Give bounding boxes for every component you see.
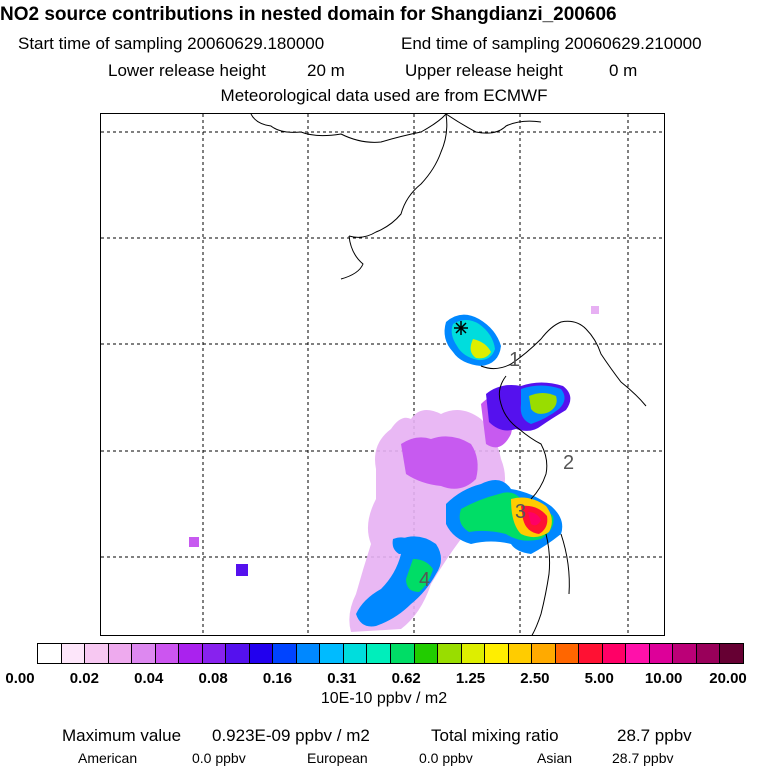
colorbar-swatch	[461, 644, 486, 663]
colorbar-swatch	[367, 644, 391, 663]
region-label-2: 2	[563, 452, 574, 474]
colorbar-swatch	[273, 644, 297, 663]
colorbar-swatch	[532, 644, 556, 663]
colorbar-swatch	[720, 644, 743, 663]
colorbar-swatch	[414, 644, 439, 663]
colorbar-tick-label: 1.25	[455, 670, 486, 687]
colorbar-tick-label: 0.16	[262, 670, 293, 687]
region-label-4: 4	[419, 569, 430, 591]
colorbar-swatch	[555, 644, 580, 663]
region-name-asian: Asian	[537, 750, 573, 766]
concentration-plume	[189, 306, 599, 632]
colorbar-swatch	[249, 644, 274, 663]
end-time: End time of sampling 20060629.210000	[401, 34, 702, 53]
colorbar-swatch	[626, 644, 650, 663]
colorbar-swatch	[485, 644, 509, 663]
release-height-line: Lower release height 20 m Upper release …	[0, 61, 768, 83]
colorbar-swatch	[85, 644, 109, 663]
colorbar-swatch	[108, 644, 133, 663]
region-label-3: 3	[515, 501, 526, 523]
map-panel: 1 2 3 4	[100, 113, 665, 636]
colorbar-swatch	[508, 644, 533, 663]
colorbar-tick-label: 2.50	[520, 670, 550, 687]
colorbar-tick-label: 0.04	[134, 670, 164, 687]
colorbar-tick-label: 0.02	[69, 670, 99, 687]
lower-release-value: 20 m	[307, 61, 345, 80]
colorbar-ticks: 0.00 0.02 0.04 0.08 0.16 0.31 0.62 1.25 2.50 5.00…	[0, 670, 768, 690]
colorbar-tick-label: 0.62	[391, 670, 421, 687]
region-value-american: 0.0 ppbv	[192, 750, 246, 766]
colorbar-swatch	[673, 644, 697, 663]
lower-release-label: Lower release height	[108, 61, 266, 80]
met-data-text: Meteorological data used are from ECMWF	[220, 86, 548, 105]
colorbar-swatch	[343, 644, 368, 663]
colorbar-swatch	[320, 644, 344, 663]
colorbar-swatch	[202, 644, 227, 663]
colorbar-swatch	[602, 644, 627, 663]
map-canvas: 1 2 3 4	[101, 114, 664, 635]
colorbar-swatch	[649, 644, 674, 663]
colorbar-tick-label: 0.00	[5, 670, 35, 687]
colorbar-swatch	[38, 644, 62, 663]
region-label-1: 1	[509, 349, 520, 371]
colorbar-tick-label: 0.08	[198, 670, 228, 687]
colorbar-swatch	[696, 644, 721, 663]
colorbar-swatch	[390, 644, 415, 663]
upper-release-value: 0 m	[609, 61, 638, 80]
colorbar-swatch	[296, 644, 321, 663]
region-name-american: American	[78, 750, 138, 766]
colorbar	[37, 643, 744, 664]
colorbar-units: 10E-10 ppbv / m2	[320, 690, 448, 707]
colorbar-swatch	[226, 644, 250, 663]
met-data-line: Meteorological data used are from ECMWF	[0, 86, 768, 106]
colorbar-tick-label: 0.31	[327, 670, 357, 687]
colorbar-swatch	[61, 644, 86, 663]
colorbar-swatch	[579, 644, 603, 663]
region-value-asian: 28.7 ppbv	[612, 750, 674, 766]
max-value-label: Maximum value	[62, 726, 182, 745]
total-mixing-label: Total mixing ratio	[431, 726, 559, 745]
colorbar-swatch	[132, 644, 156, 663]
coastlines	[250, 114, 647, 635]
max-value: 0.923E-09 ppbv / m2	[212, 726, 370, 745]
colorbar-swatch	[179, 644, 203, 663]
total-mixing-value: 28.7 ppbv	[617, 726, 692, 745]
region-name-european: European	[307, 750, 368, 766]
region-value-european: 0.0 ppbv	[419, 750, 473, 766]
start-time: Start time of sampling 20060629.180000	[18, 34, 325, 53]
colorbar-swatch	[155, 644, 180, 663]
colorbar-tick-label: 10.00	[644, 670, 683, 687]
receptor-star-icon	[454, 321, 468, 335]
colorbar-swatch	[438, 644, 462, 663]
colorbar-tick-label: 5.00	[584, 670, 614, 687]
region-labels: 1 2 3 4	[419, 349, 574, 591]
colorbar-tick-label: 20.00	[709, 670, 747, 687]
sampling-time-line: Start time of sampling 20060629.180000 E…	[0, 34, 768, 56]
upper-release-label: Upper release height	[405, 61, 563, 80]
figure-title: NO2 source contributions in nested domai…	[0, 4, 617, 25]
